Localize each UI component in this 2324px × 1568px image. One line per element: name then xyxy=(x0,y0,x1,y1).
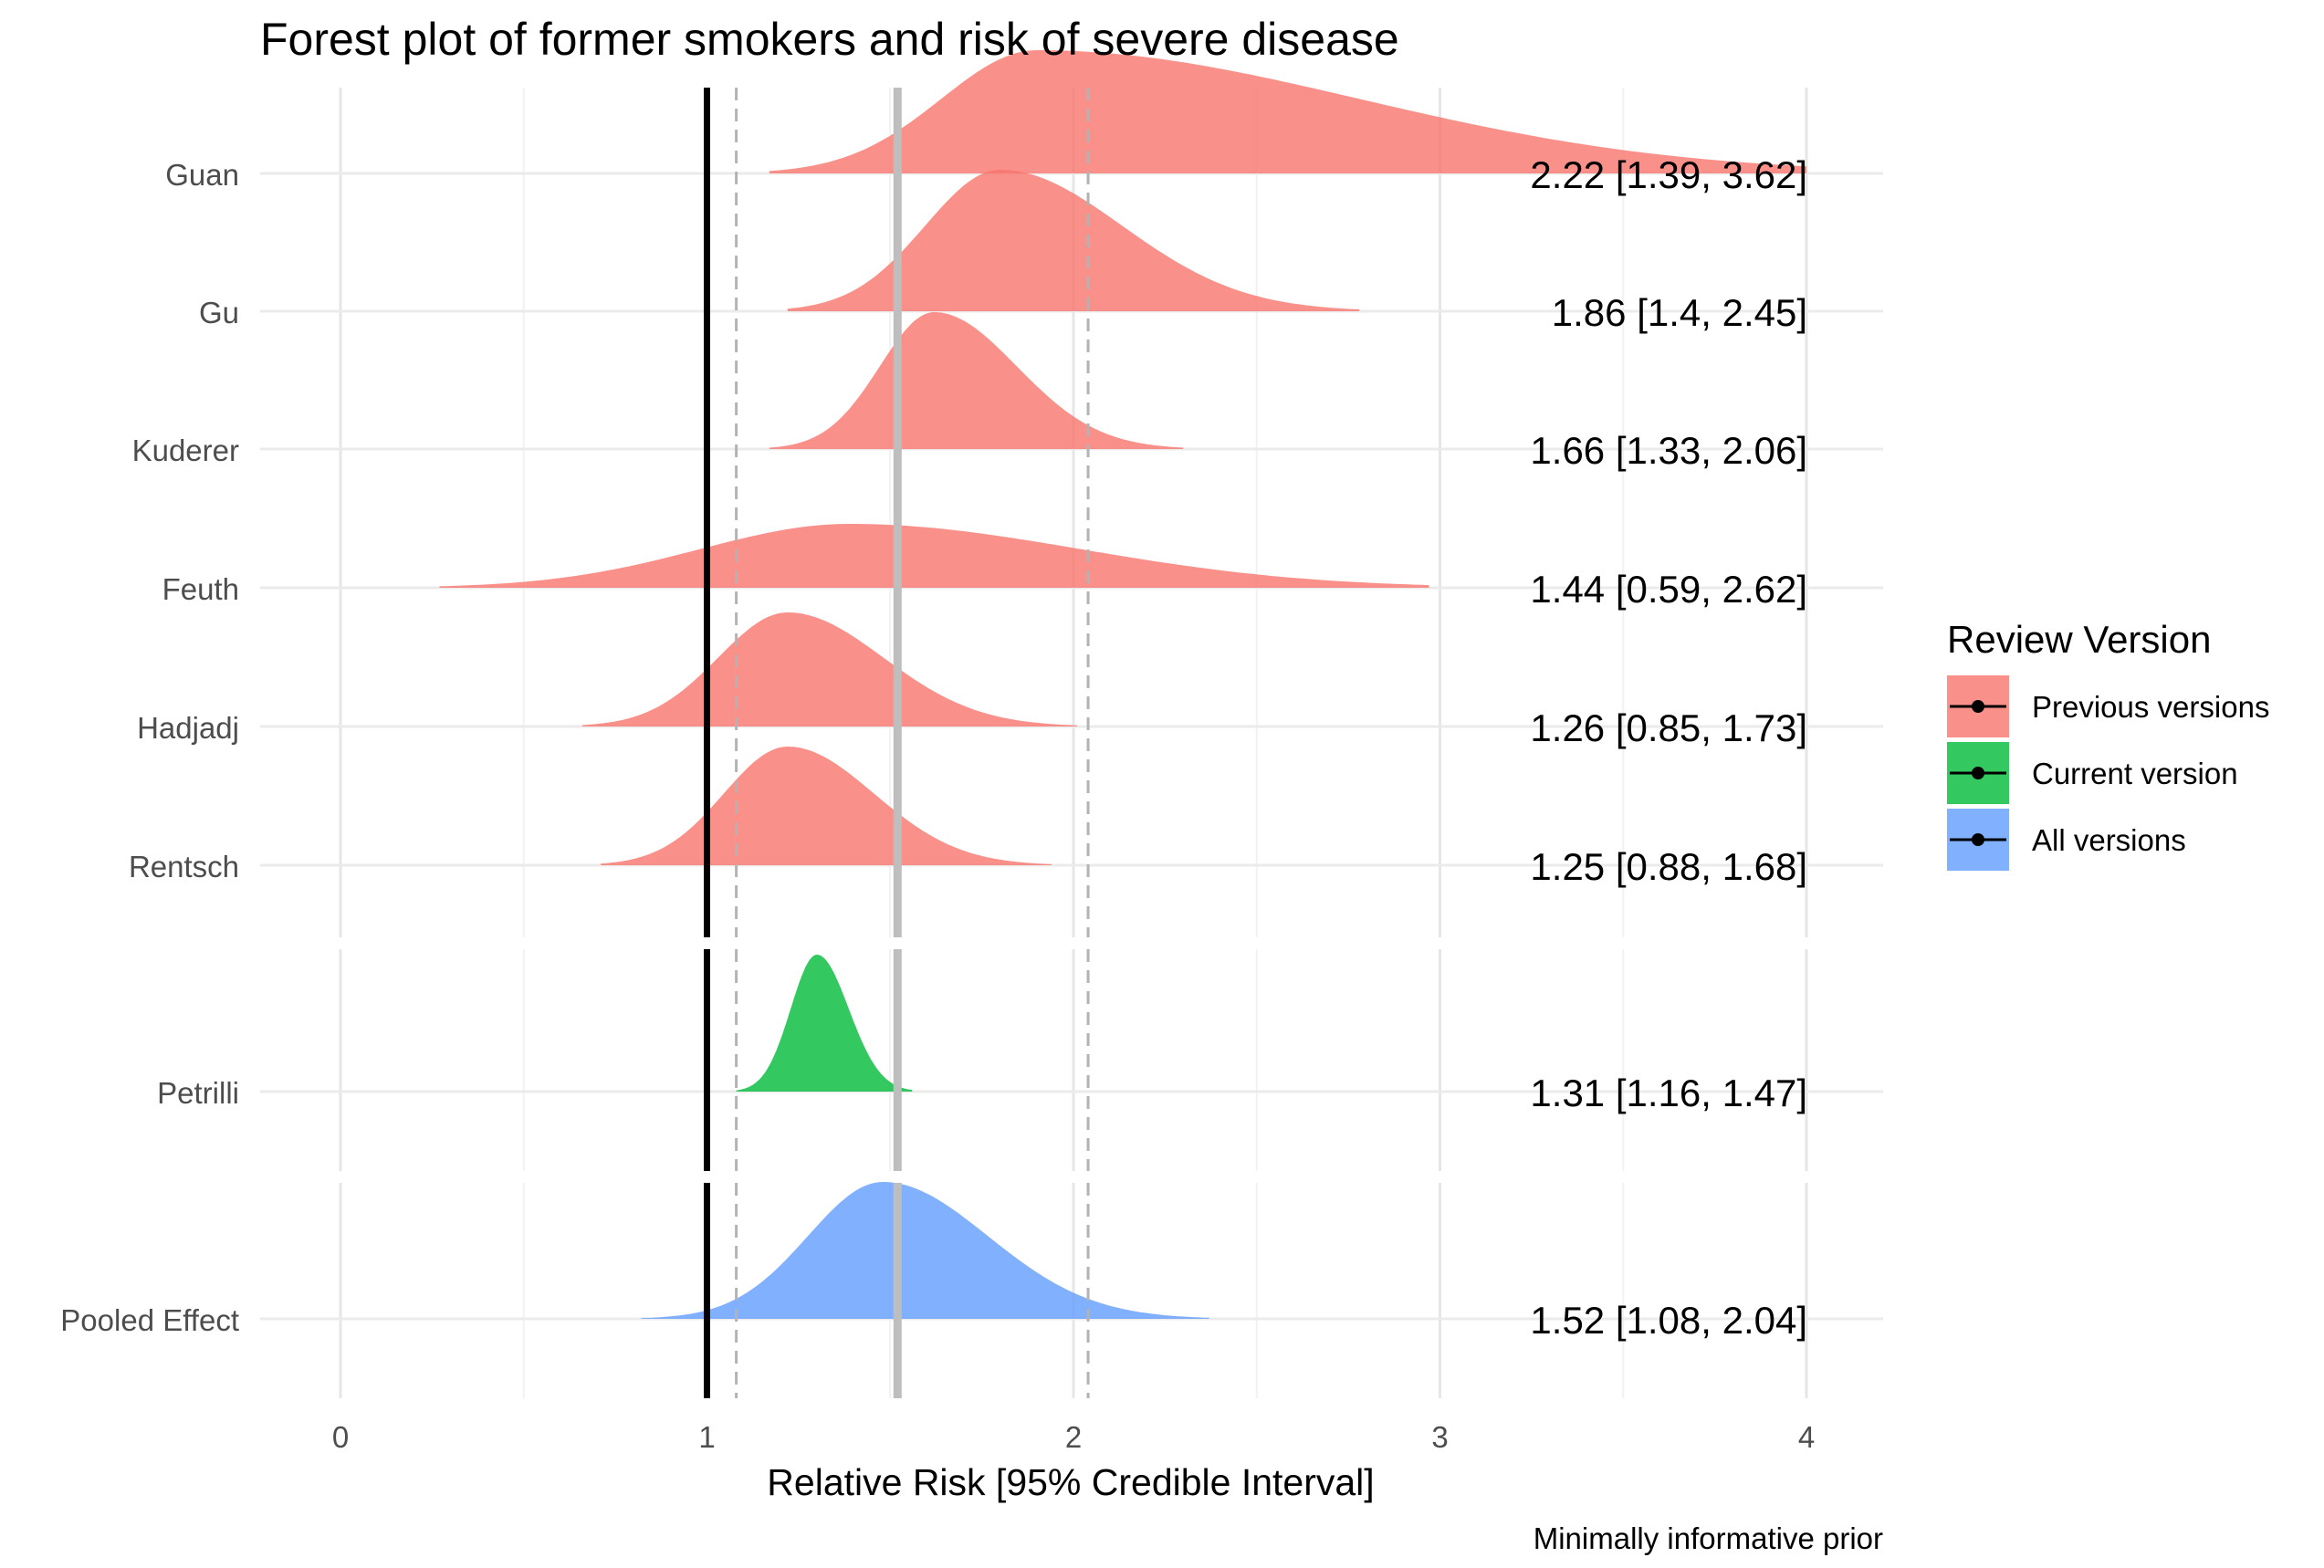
density-kuderer xyxy=(769,312,1184,449)
y-tick-label-hadjadj: Hadjadj xyxy=(137,711,239,745)
estimate-label-hadjadj: 1.26 [0.85, 1.73] xyxy=(1530,706,1807,749)
y-tick-label-gu: Gu xyxy=(199,296,239,329)
legend-item-all-versions: All versions xyxy=(1947,809,2186,871)
chart-title: Forest plot of former smokers and risk o… xyxy=(260,14,1399,65)
x-tick-label: 3 xyxy=(1431,1420,1448,1454)
y-tick-label-feuth: Feuth xyxy=(162,572,239,606)
density-pooled-effect xyxy=(641,1182,1209,1319)
legend: Review Version Previous versions Current v… xyxy=(1947,618,2269,871)
legend-key-point xyxy=(1972,700,1984,713)
y-tick-label-guan: Guan xyxy=(165,158,239,192)
legend-label: Previous versions xyxy=(2032,690,2269,724)
density-rentsch xyxy=(601,747,1052,865)
estimate-label-gu: 1.86 [1.4, 2.45] xyxy=(1552,291,1807,334)
density-guan xyxy=(769,50,1806,173)
y-tick-label-petrilli: Petrilli xyxy=(157,1076,239,1110)
y-tick-label-pooled-effect: Pooled Effect xyxy=(60,1303,239,1337)
estimate-label-petrilli: 1.31 [1.16, 1.47] xyxy=(1530,1071,1807,1114)
y-tick-label-rentsch: Rentsch xyxy=(129,850,239,883)
x-tick-label: 0 xyxy=(332,1420,349,1454)
legend-key-point xyxy=(1972,767,1984,779)
y-tick-label-kuderer: Kuderer xyxy=(132,434,239,467)
chart-caption: Minimally informative prior xyxy=(1534,1521,1883,1555)
x-tick-label: 4 xyxy=(1798,1420,1815,1454)
legend-item-current-version: Current version xyxy=(1947,742,2238,804)
estimate-label-guan: 2.22 [1.39, 3.62] xyxy=(1530,153,1807,196)
legend-item-previous-versions: Previous versions xyxy=(1947,675,2269,737)
legend-key-point xyxy=(1972,833,1984,846)
density-petrilli xyxy=(736,955,913,1092)
label-layer: Guan 2.22 [1.39, 3.62] Gu 1.86 [1.4, 2.45] K… xyxy=(60,153,1815,1454)
legend-title: Review Version xyxy=(1947,618,2211,661)
x-tick-label: 1 xyxy=(698,1420,715,1454)
reference-line-layer xyxy=(704,88,1090,1398)
estimate-label-pooled-effect: 1.52 [1.08, 2.04] xyxy=(1530,1299,1807,1342)
estimate-label-feuth: 1.44 [0.59, 2.62] xyxy=(1530,568,1807,611)
x-axis-label: Relative Risk [95% Credible Interval] xyxy=(767,1461,1374,1503)
density-feuth xyxy=(439,524,1429,588)
estimate-label-rentsch: 1.25 [0.88, 1.68] xyxy=(1530,845,1807,888)
legend-label: Current version xyxy=(2032,757,2238,790)
density-gu xyxy=(787,170,1360,311)
density-layer xyxy=(439,50,1806,1319)
x-tick-label: 2 xyxy=(1065,1420,1082,1454)
estimate-label-kuderer: 1.66 [1.33, 2.06] xyxy=(1530,429,1807,472)
legend-label: All versions xyxy=(2032,823,2186,857)
